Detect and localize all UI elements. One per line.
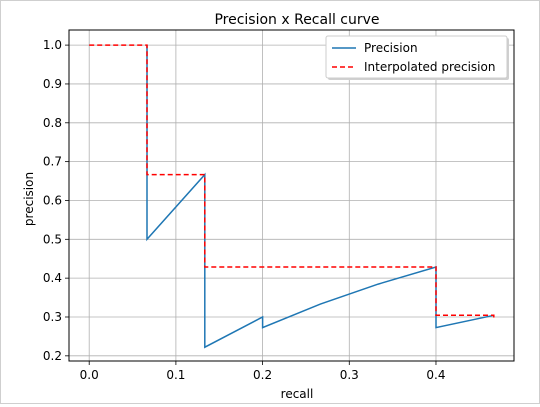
- y-tick-label: 0.4: [43, 271, 62, 285]
- plot-frame: [68, 29, 515, 362]
- y-tick-label: 0.8: [43, 116, 62, 130]
- interpolated-precision-line: [89, 44, 495, 320]
- x-tick-label: 0.2: [253, 368, 272, 382]
- x-tick-label: 0.4: [426, 368, 445, 382]
- y-tick-label: 0.7: [43, 155, 62, 169]
- legend: Precision Interpolated precision: [325, 35, 509, 80]
- legend-box: [325, 35, 508, 79]
- series-layer: [89, 44, 495, 349]
- x-tick-label: 0.1: [166, 368, 185, 382]
- y-tick-label: 0.9: [43, 77, 62, 91]
- y-tick-label: 1.0: [43, 38, 62, 52]
- y-tick-label: 0.2: [43, 349, 62, 363]
- y-axis-label: precision: [22, 172, 36, 226]
- y-tick-label: 0.3: [43, 310, 62, 324]
- x-axis-label: recall: [281, 387, 314, 401]
- x-tick-label: 0.0: [80, 368, 99, 382]
- ticks: 0.0 0.1 0.2 0.3 0.4 0.2 0.3 0.4 0.5 0.6 0.7 0.8 0.9 1…: [43, 38, 446, 382]
- precision-line: [146, 45, 494, 349]
- y-tick-label: 0.5: [43, 232, 62, 246]
- x-tick-label: 0.3: [340, 368, 359, 382]
- legend-label: Interpolated precision: [364, 60, 495, 74]
- y-tick-label: 0.6: [43, 193, 62, 207]
- legend-label: Precision: [364, 41, 418, 55]
- chart-title: Precision x Recall curve: [214, 12, 379, 28]
